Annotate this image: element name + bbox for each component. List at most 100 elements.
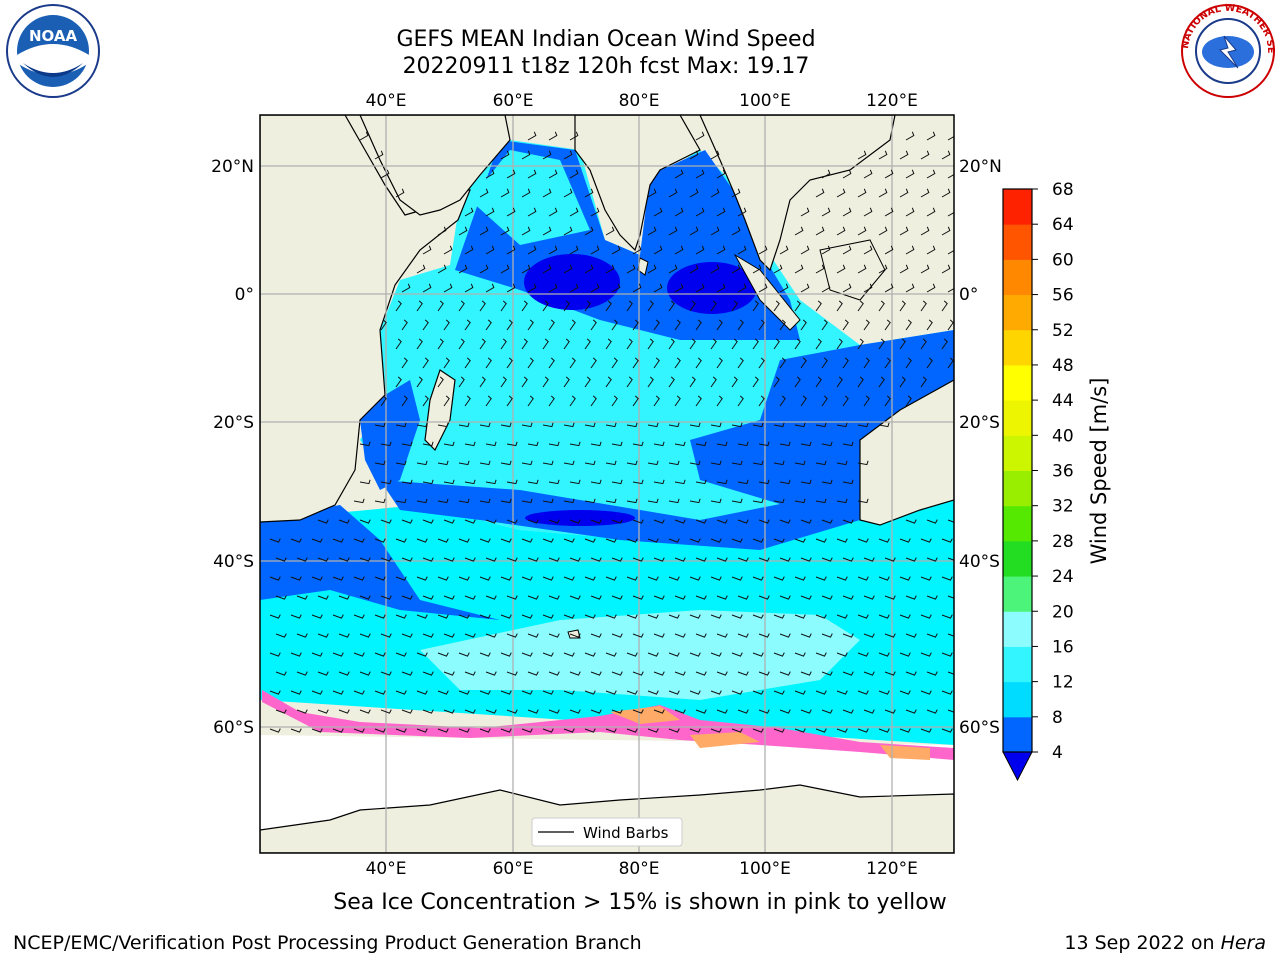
wind-barb [842, 519, 854, 524]
wind-barb [758, 633, 770, 638]
wind-barb [821, 595, 833, 600]
wind-barb [668, 422, 680, 428]
wind-barb [584, 460, 596, 466]
wind-barb [548, 671, 560, 676]
wind-barb [731, 652, 743, 657]
wind-barb [731, 226, 741, 236]
wind-barb [884, 357, 891, 369]
wind-barb [800, 709, 812, 714]
wind-barb [653, 357, 660, 369]
wind-barb [899, 300, 906, 312]
wind-barb [479, 264, 489, 274]
wind-barb [374, 150, 384, 160]
wind-barb [821, 357, 828, 369]
wind-barb [710, 376, 717, 388]
wind-barb [458, 728, 470, 733]
wind-barb [395, 422, 407, 428]
wind-barb [947, 245, 954, 255]
wind-barb [374, 576, 386, 581]
wind-barb [395, 376, 402, 388]
wind-barb [527, 441, 539, 447]
wind-barb [653, 441, 665, 447]
wind-barb [290, 728, 302, 733]
wind-barb [863, 671, 875, 676]
wind-barb [857, 422, 869, 428]
wind-barb [716, 319, 723, 331]
wind-barb [374, 498, 386, 504]
wind-barb [458, 614, 470, 619]
wind-barb [527, 633, 539, 638]
wind-barb [500, 460, 512, 466]
wind-barb [695, 671, 707, 676]
wind-barb [842, 479, 854, 485]
wind-barb [458, 690, 470, 695]
wind-barb [737, 671, 749, 676]
sea-ice-caption: Sea Ice Concentration > 15% is shown in … [333, 890, 947, 915]
wind-barb [800, 319, 807, 331]
wind-barb [458, 576, 470, 581]
wind-barb [716, 207, 726, 217]
wind-barb [779, 479, 791, 485]
wind-barb [779, 395, 786, 407]
wind-barb [674, 441, 686, 447]
wind-barb [758, 671, 770, 676]
wind-barb [758, 595, 770, 600]
wind-barb [794, 338, 801, 350]
wind-barb [752, 264, 762, 274]
lon-label-top: 120°E [866, 91, 918, 111]
wind-barb [590, 283, 600, 293]
wind-barb [506, 557, 518, 562]
wind-barb [863, 207, 873, 217]
wind-barb [947, 131, 954, 141]
wind-barb [521, 652, 533, 657]
wind-barb [527, 557, 539, 562]
wind-barb [416, 652, 428, 657]
wind-barb [548, 131, 558, 141]
wind-barb [941, 614, 953, 619]
wind-barb [926, 595, 938, 600]
wind-barb [857, 300, 864, 312]
wind-barb [464, 319, 471, 331]
wind-barb [584, 690, 596, 695]
wind-barb [485, 633, 497, 638]
wind-barb [527, 319, 534, 331]
map-subtitle: 20220911 t18z 120h fcst Max: 19.17 [402, 54, 810, 79]
wind-barb [443, 519, 455, 524]
wind-barb [674, 357, 681, 369]
wind-barb [842, 395, 849, 407]
wind-barb [800, 633, 812, 638]
wind-barb [605, 538, 617, 543]
wind-barb [626, 460, 638, 466]
wind-barb [773, 690, 785, 695]
wind-barb [479, 652, 491, 657]
wind-barb [548, 519, 560, 524]
wind-barb [632, 633, 644, 638]
wind-barb [779, 709, 791, 714]
wind-barb [821, 557, 833, 562]
wind-barb [632, 283, 642, 293]
wind-barb [674, 633, 686, 638]
wind-barb [269, 690, 281, 695]
wind-barb [899, 226, 909, 236]
wind-barb [506, 441, 518, 447]
colorbar-tick-label: 16 [1052, 637, 1074, 657]
wind-barb [437, 614, 449, 619]
wind-barb [569, 519, 581, 524]
wind-barb [506, 169, 516, 179]
wind-barb [563, 498, 575, 504]
colorbar-segment [1003, 470, 1032, 507]
wind-barb [905, 357, 912, 369]
colorbar-tick-label: 32 [1052, 497, 1074, 517]
wind-barb [731, 614, 743, 619]
wind-barb [626, 376, 633, 388]
wind-barb [836, 264, 846, 274]
wind-barb [653, 709, 665, 714]
wind-barb [611, 633, 623, 638]
wind-barb [878, 188, 888, 198]
wind-barb [773, 460, 785, 466]
wind-barb [296, 557, 308, 562]
wind-barb [569, 709, 581, 714]
wind-barb [710, 690, 722, 695]
wind-barb [458, 460, 470, 466]
